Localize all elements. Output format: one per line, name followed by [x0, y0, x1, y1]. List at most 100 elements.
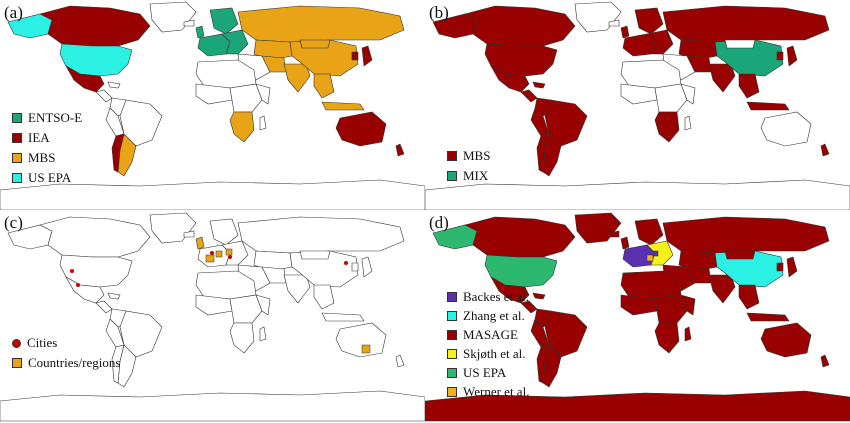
- region-mongolia: [299, 39, 331, 49]
- legend-item: Zhang et al.: [447, 306, 529, 325]
- highlighted-region: [652, 250, 659, 257]
- region-usa: [59, 254, 133, 288]
- legend-label: US EPA: [28, 170, 72, 185]
- region-uk: [195, 25, 205, 39]
- legend-item: Countries/regions: [12, 353, 120, 373]
- city-marker: [344, 261, 348, 265]
- region-china: [289, 250, 359, 288]
- city-marker: [228, 255, 232, 259]
- legend-swatch: [12, 358, 22, 368]
- region-madagascar: [259, 326, 267, 342]
- legend-swatch: [12, 113, 22, 123]
- map-panel-c: (c) Cities Countries/regions: [0, 211, 425, 423]
- region-russia: [662, 216, 830, 254]
- legend-item: MASAGE: [447, 325, 529, 344]
- region-wafrica: [195, 83, 233, 105]
- region-greenland: [149, 212, 197, 244]
- legend-label: MIX: [463, 168, 489, 183]
- map-panel-a: (a) ENTSO-E IEA MBS US EPA: [0, 0, 425, 210]
- highlighted-region: [205, 254, 215, 263]
- region-australia: [335, 111, 387, 147]
- region-mexico: [490, 276, 530, 304]
- legend-item: MIX: [447, 166, 490, 186]
- legend-swatch: [447, 151, 457, 161]
- region-wafrica: [195, 294, 233, 316]
- region-australia: [335, 322, 387, 358]
- region-greenland: [149, 1, 197, 33]
- region-safrica: [654, 111, 680, 143]
- legend-label: MASAGE: [463, 327, 518, 342]
- world-map-c: [0, 212, 425, 422]
- region-centam: [520, 89, 538, 103]
- region-brazil: [544, 310, 588, 358]
- region-iceland: [183, 230, 195, 238]
- region-chile: [536, 133, 550, 173]
- legend-swatch: [447, 386, 457, 397]
- panel-label-a: (a): [4, 3, 23, 22]
- region-carib: [532, 81, 546, 89]
- region-korea: [776, 51, 784, 61]
- region-indonesia: [321, 312, 365, 322]
- region-seasia: [738, 284, 760, 310]
- legend-item: US EPA: [12, 168, 82, 188]
- legend-item: MBS: [447, 146, 490, 166]
- region-korea: [351, 262, 359, 272]
- legend-swatch: [12, 153, 22, 163]
- region-mongolia: [724, 250, 756, 260]
- legend-item: Werner et al.: [447, 382, 529, 401]
- legend-label: Zhang et al.: [463, 308, 525, 323]
- region-indonesia: [746, 312, 790, 322]
- highlighted-region: [646, 254, 654, 262]
- region-canada: [464, 5, 576, 47]
- region-antarctica: [0, 390, 425, 422]
- region-seasia: [313, 284, 335, 310]
- region-korea: [776, 262, 784, 272]
- city-marker-swatch: [12, 338, 21, 348]
- region-nz: [395, 143, 405, 157]
- region-iceland: [608, 230, 620, 238]
- region-canada: [464, 216, 576, 258]
- region-safrica: [229, 111, 255, 143]
- region-carib: [107, 292, 121, 300]
- region-scand: [634, 218, 664, 246]
- region-uk: [620, 25, 630, 39]
- region-australia: [760, 111, 812, 147]
- region-seasia: [313, 73, 335, 99]
- region-japan: [361, 256, 373, 278]
- legend-item: Backes et al.: [447, 287, 529, 306]
- legend-label: MBS: [28, 150, 56, 165]
- legend-label: Cities: [27, 335, 58, 350]
- region-madagascar: [684, 115, 692, 131]
- legend-swatch: [447, 310, 457, 321]
- legend-label: ENTSO-E: [28, 110, 83, 125]
- region-japan: [786, 45, 798, 67]
- legend-swatch: [447, 367, 457, 378]
- region-uk: [620, 236, 630, 250]
- region-eafrica: [680, 83, 696, 105]
- region-mexico: [490, 65, 530, 93]
- legend-d: Backes et al. Zhang et al. MASAGE Skjøth…: [447, 287, 529, 401]
- region-eafrica: [255, 83, 271, 105]
- region-brazil: [119, 310, 163, 358]
- world-map-a: [0, 1, 425, 210]
- legend-swatch: [447, 291, 457, 302]
- region-scand: [209, 7, 239, 35]
- legend-label: Skjøth et al.: [463, 346, 526, 361]
- region-korea: [351, 51, 359, 61]
- region-usa: [59, 43, 133, 77]
- legend-item: ENTSO-E: [12, 108, 82, 128]
- region-usa: [484, 43, 558, 77]
- city-marker: [70, 269, 74, 273]
- region-russia: [662, 5, 830, 43]
- region-russia: [237, 216, 405, 254]
- map-panel-d: (d) Backes et al. Zhang et al. MASAGE Sk…: [425, 211, 850, 423]
- region-cafrica: [229, 294, 263, 324]
- region-nz: [395, 354, 405, 368]
- region-scand: [209, 218, 239, 246]
- region-usa: [484, 254, 558, 288]
- region-carib: [107, 81, 121, 89]
- region-chile: [111, 344, 125, 384]
- legend-label: IEA: [28, 130, 50, 145]
- legend-a: ENTSO-E IEA MBS US EPA: [12, 108, 82, 188]
- region-india: [283, 274, 311, 304]
